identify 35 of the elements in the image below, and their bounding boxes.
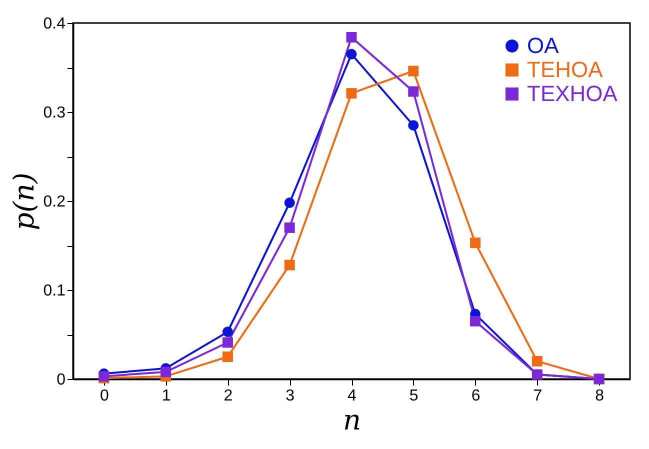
- point: [284, 222, 295, 233]
- point: [470, 238, 481, 248]
- point: [408, 86, 419, 97]
- x-tick-label: 6: [471, 388, 480, 404]
- y-tick-label: 0.2: [43, 194, 66, 210]
- point: [222, 352, 233, 362]
- point: [222, 337, 233, 348]
- y-tick-label: 0.4: [43, 16, 66, 32]
- x-tick-label: 2: [224, 388, 233, 404]
- y-tick-label: 0.3: [43, 104, 66, 122]
- x-tick-label: 7: [533, 388, 542, 404]
- point: [160, 366, 172, 378]
- y-tick-label: 0.1: [43, 282, 66, 300]
- legend-label: TEXHOA: [527, 81, 618, 106]
- y-axis-title: p(n): [7, 172, 40, 230]
- point: [284, 198, 295, 208]
- x-tick-label: 4: [348, 388, 357, 404]
- x-tick-label: 8: [595, 388, 604, 404]
- legend-label: OA: [527, 33, 560, 58]
- x-tick-label: 0: [100, 388, 109, 404]
- point: [346, 32, 357, 42]
- point: [346, 48, 357, 60]
- point: [408, 66, 419, 76]
- x-tick-label: 1: [162, 388, 171, 404]
- point: [408, 120, 419, 131]
- x-axis-title: n: [342, 404, 362, 436]
- y-tick-label: 0: [56, 372, 66, 388]
- point: [222, 326, 233, 338]
- point: [346, 88, 357, 99]
- x-tick-label: 5: [409, 388, 418, 404]
- x-tick-label: 3: [286, 388, 295, 404]
- point: [532, 356, 542, 366]
- point: [470, 316, 481, 326]
- point: [284, 260, 295, 270]
- legend-label: TEHOA: [527, 57, 604, 82]
